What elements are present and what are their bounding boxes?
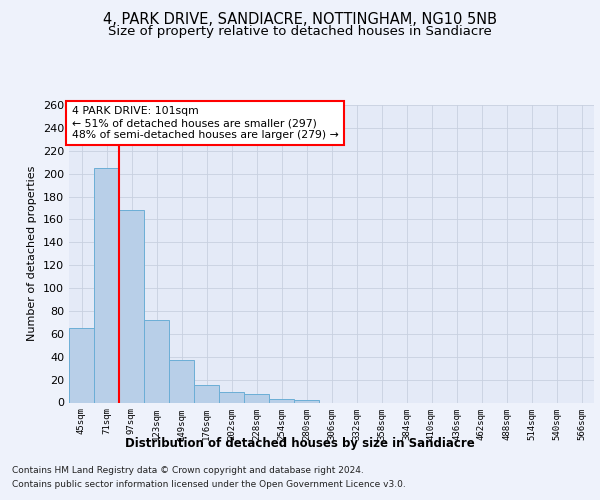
Bar bbox=[119, 210, 144, 402]
Bar bbox=[144, 320, 169, 402]
Bar bbox=[294, 400, 319, 402]
Bar bbox=[244, 394, 269, 402]
Bar bbox=[194, 386, 219, 402]
Text: Contains HM Land Registry data © Crown copyright and database right 2024.: Contains HM Land Registry data © Crown c… bbox=[12, 466, 364, 475]
Text: 4, PARK DRIVE, SANDIACRE, NOTTINGHAM, NG10 5NB: 4, PARK DRIVE, SANDIACRE, NOTTINGHAM, NG… bbox=[103, 12, 497, 28]
Bar bbox=[219, 392, 244, 402]
Text: Size of property relative to detached houses in Sandiacre: Size of property relative to detached ho… bbox=[108, 25, 492, 38]
Bar bbox=[169, 360, 194, 403]
Bar bbox=[269, 399, 294, 402]
Text: Contains public sector information licensed under the Open Government Licence v3: Contains public sector information licen… bbox=[12, 480, 406, 489]
Y-axis label: Number of detached properties: Number of detached properties bbox=[28, 166, 37, 342]
Bar bbox=[94, 168, 119, 402]
Text: 4 PARK DRIVE: 101sqm
← 51% of detached houses are smaller (297)
48% of semi-deta: 4 PARK DRIVE: 101sqm ← 51% of detached h… bbox=[71, 106, 338, 140]
Text: Distribution of detached houses by size in Sandiacre: Distribution of detached houses by size … bbox=[125, 438, 475, 450]
Bar bbox=[69, 328, 94, 402]
